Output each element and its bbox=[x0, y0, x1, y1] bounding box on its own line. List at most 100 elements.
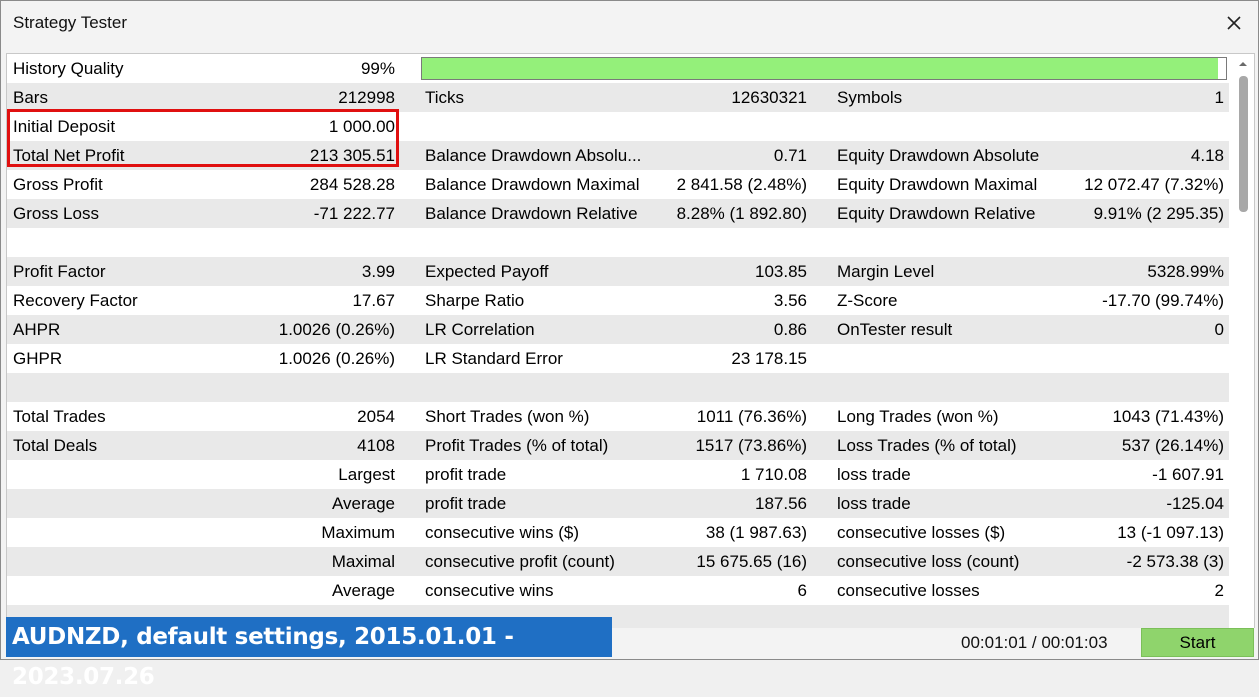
row-value: 1 000.00 bbox=[328, 117, 395, 136]
table-row: Total Deals 4108 Profit Trades (% of total… bbox=[7, 431, 1229, 460]
row-value: 1043 (71.43%) bbox=[1112, 407, 1224, 426]
table-row: Total Net Profit 213 305.51 Balance Drawdo… bbox=[7, 141, 1229, 170]
row-value: 1 710.08 bbox=[740, 465, 807, 484]
row-label: Gross Profit bbox=[13, 175, 103, 194]
table-row: Initial Deposit 1 000.00 bbox=[7, 112, 1229, 141]
row-value: 1517 (73.86%) bbox=[695, 436, 807, 455]
history-quality-bar bbox=[421, 57, 1227, 80]
row-value: 3.56 bbox=[773, 291, 807, 310]
row-label: LR Correlation bbox=[425, 320, 535, 339]
table-row: GHPR 1.0026 (0.26%) LR Standard Error 23 17… bbox=[7, 344, 1229, 373]
scroll-up-icon[interactable] bbox=[1237, 58, 1249, 70]
row-label: Gross Loss bbox=[13, 204, 99, 223]
row-label: loss trade bbox=[837, 465, 911, 484]
row-value: Maximal bbox=[331, 552, 395, 571]
row-label: consecutive losses ($) bbox=[837, 523, 1006, 542]
close-icon bbox=[1227, 16, 1241, 30]
table-row bbox=[7, 228, 1229, 257]
row-value: 284 528.28 bbox=[309, 175, 395, 194]
window-title: Strategy Tester bbox=[13, 13, 128, 32]
row-label: profit trade bbox=[425, 494, 507, 513]
row-label: Balance Drawdown Maximal bbox=[425, 175, 640, 194]
table-row: Gross Profit 284 528.28 Balance Drawdown M… bbox=[7, 170, 1229, 199]
row-value: 13 (-1 097.13) bbox=[1117, 523, 1224, 542]
row-label: Symbols bbox=[837, 88, 903, 107]
row-value: 15 675.65 (16) bbox=[696, 552, 807, 571]
row-label: consecutive loss (count) bbox=[837, 552, 1020, 571]
row-label: Initial Deposit bbox=[13, 117, 116, 136]
row-value: 0.86 bbox=[773, 320, 807, 339]
row-value: -71 222.77 bbox=[313, 204, 395, 223]
start-button[interactable]: Start bbox=[1141, 628, 1254, 657]
row-value: 9.91% (2 295.35) bbox=[1093, 204, 1224, 223]
row-value: -2 573.38 (3) bbox=[1126, 552, 1224, 571]
row-label: Total Net Profit bbox=[13, 146, 125, 165]
row-label: OnTester result bbox=[837, 320, 953, 339]
scrollbar-thumb[interactable] bbox=[1239, 76, 1248, 212]
table-row: Largest profit trade 1 710.08 loss trade -1 … bbox=[7, 460, 1229, 489]
row-value: 4.18 bbox=[1190, 146, 1224, 165]
elapsed-timer: 00:01:01 / 00:01:03 bbox=[961, 633, 1108, 652]
row-value: 213 305.51 bbox=[309, 146, 395, 165]
row-value: -125.04 bbox=[1166, 494, 1224, 513]
table-row: Total Trades 2054 Short Trades (won %) 1011… bbox=[7, 402, 1229, 431]
close-button[interactable] bbox=[1222, 11, 1246, 35]
table-row: History Quality 99% bbox=[7, 54, 1229, 83]
row-label: consecutive profit (count) bbox=[425, 552, 615, 571]
row-value: 2 bbox=[1214, 581, 1224, 600]
row-value: 5328.99% bbox=[1147, 262, 1224, 281]
row-value: 17.67 bbox=[352, 291, 395, 310]
results-panel: History Quality 99% Bars 212998 Ticks 1263032… bbox=[6, 53, 1255, 634]
table-row: Maximum consecutive wins ($) 38 (1 987.63)… bbox=[7, 518, 1229, 547]
row-label: Long Trades (won %) bbox=[837, 407, 999, 426]
table-row: Gross Loss -71 222.77 Balance Drawdown Rel… bbox=[7, 199, 1229, 228]
row-label: Margin Level bbox=[837, 262, 935, 281]
row-label: Balance Drawdown Absolu... bbox=[425, 146, 642, 165]
row-label: consecutive wins bbox=[425, 581, 554, 600]
row-value: 212998 bbox=[338, 88, 395, 107]
caption-banner: AUDNZD, default settings, 2015.01.01 - 2… bbox=[6, 617, 612, 690]
row-value: 3.99 bbox=[361, 262, 395, 281]
row-value: 0.71 bbox=[773, 146, 807, 165]
row-label: Equity Drawdown Absolute bbox=[837, 146, 1040, 165]
table-row: Maximal consecutive profit (count) 15 675.… bbox=[7, 547, 1229, 576]
row-value: 23 178.15 bbox=[731, 349, 807, 368]
row-label: profit trade bbox=[425, 465, 507, 484]
table-row: Average consecutive wins 6 consecutive loss… bbox=[7, 576, 1229, 605]
row-label: Profit Factor bbox=[13, 262, 106, 281]
table-row: Average profit trade 187.56 loss trade -125.… bbox=[7, 489, 1229, 518]
row-value: Largest bbox=[338, 465, 395, 484]
row-label: GHPR bbox=[13, 349, 63, 368]
row-label: Total Trades bbox=[13, 407, 106, 426]
row-label: Short Trades (won %) bbox=[425, 407, 590, 426]
row-label: Z-Score bbox=[837, 291, 898, 310]
table-row: Bars 212998 Ticks 12630321 Symbols 1 bbox=[7, 83, 1229, 112]
row-label: Expected Payoff bbox=[425, 262, 549, 281]
table-row: AHPR 1.0026 (0.26%) LR Correlation 0.86 OnTe… bbox=[7, 315, 1229, 344]
row-label: Sharpe Ratio bbox=[425, 291, 525, 310]
table-row: Profit Factor 3.99 Expected Payoff 103.85 Ma… bbox=[7, 257, 1229, 286]
row-label: consecutive wins ($) bbox=[425, 523, 580, 542]
row-value: 103.85 bbox=[755, 262, 807, 281]
row-label: Bars bbox=[13, 88, 48, 107]
row-value: 12 072.47 (7.32%) bbox=[1084, 175, 1224, 194]
row-value: 1.0026 (0.26%) bbox=[278, 320, 395, 339]
row-value: 2 841.58 (2.48%) bbox=[676, 175, 807, 194]
row-label: consecutive losses bbox=[837, 581, 980, 600]
row-label: Balance Drawdown Relative bbox=[425, 204, 638, 223]
row-value: 1 bbox=[1214, 88, 1224, 107]
title-bar: Strategy Tester bbox=[1, 1, 1258, 45]
row-label: Profit Trades (% of total) bbox=[425, 436, 609, 455]
row-label: AHPR bbox=[13, 320, 61, 339]
row-value: 187.56 bbox=[755, 494, 807, 513]
row-value: Average bbox=[331, 581, 395, 600]
row-label: Ticks bbox=[425, 88, 465, 107]
row-value: Average bbox=[331, 494, 395, 513]
row-value: Maximum bbox=[321, 523, 395, 542]
row-label: Total Deals bbox=[13, 436, 98, 455]
table-row: Recovery Factor 17.67 Sharpe Ratio 3.56 Z-Sc… bbox=[7, 286, 1229, 315]
history-quality-fill bbox=[422, 58, 1218, 79]
row-label: LR Standard Error bbox=[425, 349, 563, 368]
row-label: Equity Drawdown Relative bbox=[837, 204, 1036, 223]
